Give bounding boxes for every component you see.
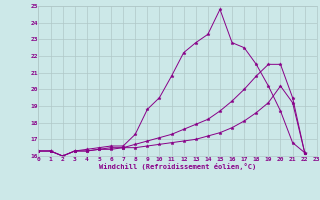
X-axis label: Windchill (Refroidissement éolien,°C): Windchill (Refroidissement éolien,°C): [99, 163, 256, 170]
